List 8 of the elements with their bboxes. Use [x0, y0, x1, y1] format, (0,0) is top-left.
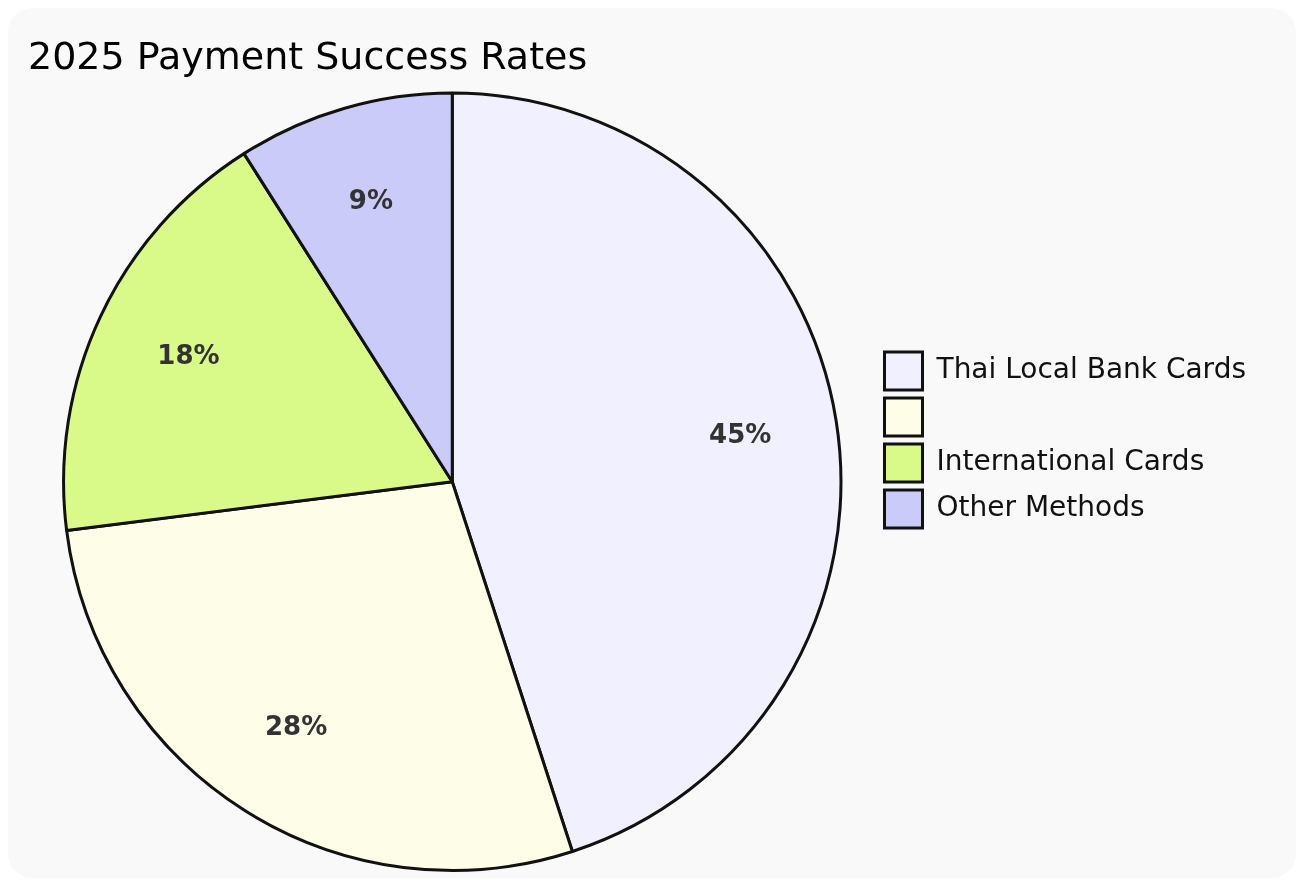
- data-label: 9%: [348, 184, 394, 215]
- data-label: 45%: [709, 418, 772, 449]
- chart-title: 2025 Payment Success Rates: [28, 33, 588, 78]
- data-label: 18%: [157, 340, 220, 371]
- legend-label: International Cards: [936, 444, 1205, 478]
- legend-label: Other Methods: [936, 490, 1145, 524]
- legend-label: Thai Local Bank Cards: [935, 352, 1247, 386]
- data-label: 28%: [264, 710, 328, 741]
